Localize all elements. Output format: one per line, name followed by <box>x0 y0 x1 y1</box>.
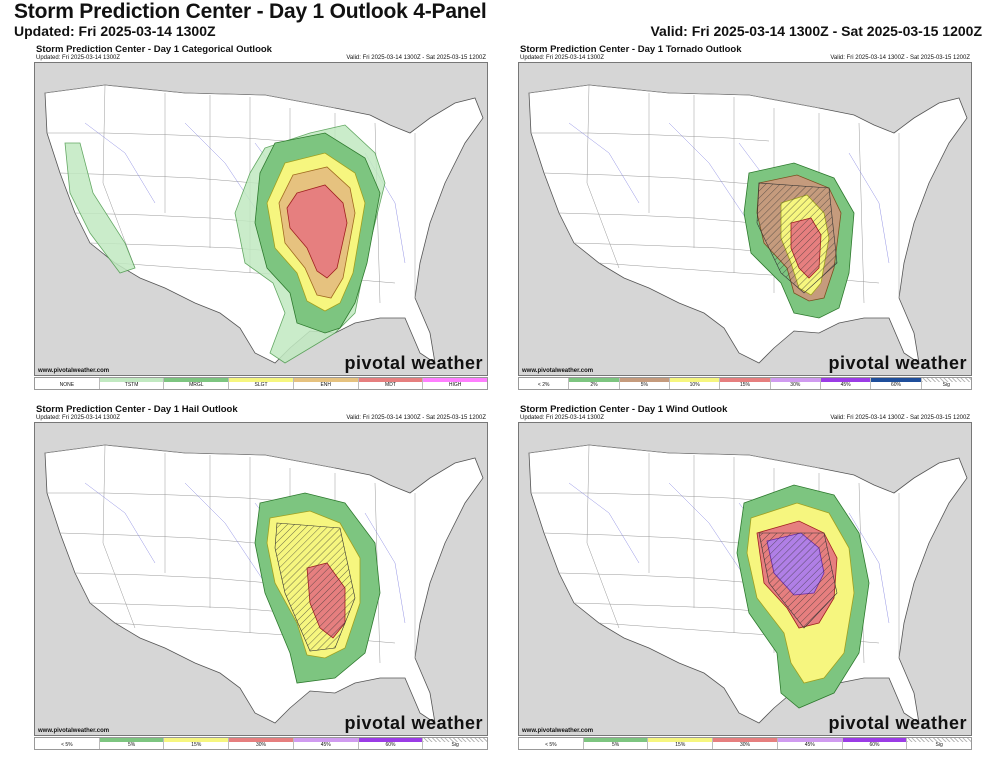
legend: NONE TSTM MRGL SLGT ENH MDT HIGH <box>34 377 488 390</box>
legend-item: 60% <box>871 378 922 389</box>
legend-item: 2% <box>569 378 620 389</box>
legend-item: < 2% <box>519 378 570 389</box>
panel-updated: Updated: Fri 2025-03-14 1300Z <box>520 55 605 61</box>
map-svg <box>519 423 971 735</box>
legend-item: MDT <box>358 378 424 389</box>
legend-item: < 5% <box>519 738 584 749</box>
legend-item: 30% <box>713 738 778 749</box>
legend-item: 5% <box>583 738 649 749</box>
legend-item: ENH <box>293 378 359 389</box>
legend-item: SLGT <box>229 378 294 389</box>
legend-item: HIGH <box>423 378 488 389</box>
legend: < 2% 2% 5% 10% 15% 30% 45% 60% Sig <box>518 377 972 390</box>
legend-item: 10% <box>669 378 721 389</box>
legend-item: Sig <box>423 738 488 749</box>
outlook-map: www.pivotalweather.com pivotal weather <box>34 422 488 736</box>
panel-title: Storm Prediction Center - Day 1 Hail Out… <box>36 404 238 415</box>
risk-overlay <box>64 124 386 364</box>
legend-item: 45% <box>777 738 843 749</box>
page-updated-time: Updated: Fri 2025-03-14 1300Z <box>14 23 216 39</box>
legend-item: 30% <box>770 378 821 389</box>
risk-overlay <box>254 492 381 684</box>
page-title: Storm Prediction Center - Day 1 Outlook … <box>14 0 487 23</box>
panel-valid: Valid: Fri 2025-03-14 1300Z - Sat 2025-0… <box>830 55 970 61</box>
map-svg <box>35 63 487 375</box>
legend-item: Sig <box>907 738 972 749</box>
page-valid-time: Valid: Fri 2025-03-14 1300Z - Sat 2025-0… <box>650 23 982 39</box>
outlook-map: www.pivotalweather.com pivotal weather <box>34 62 488 376</box>
page-header: Storm Prediction Center - Day 1 Outlook … <box>0 0 1000 44</box>
legend-item: 45% <box>820 378 872 389</box>
legend-item: NONE <box>35 378 100 389</box>
brand-logo: pivotal weather <box>828 353 967 373</box>
map-svg <box>519 63 971 375</box>
legend-item: 15% <box>648 738 714 749</box>
legend: < 5% 5% 15% 30% 45% 60% Sig <box>34 737 488 750</box>
legend-item: 5% <box>99 738 165 749</box>
risk-overlay <box>736 484 870 709</box>
brand-logo: pivotal weather <box>344 353 483 373</box>
site-url: www.pivotalweather.com <box>522 368 594 374</box>
panel-valid: Valid: Fri 2025-03-14 1300Z - Sat 2025-0… <box>830 415 970 421</box>
panel-valid: Valid: Fri 2025-03-14 1300Z - Sat 2025-0… <box>346 415 486 421</box>
site-url: www.pivotalweather.com <box>522 728 594 734</box>
brand-logo: pivotal weather <box>344 713 483 733</box>
legend-item: 30% <box>229 738 294 749</box>
panel-updated: Updated: Fri 2025-03-14 1300Z <box>36 55 121 61</box>
legend-item: 15% <box>720 378 771 389</box>
panel-title: Storm Prediction Center - Day 1 Wind Out… <box>520 404 728 415</box>
risk-overlay <box>743 162 855 319</box>
panel-updated: Updated: Fri 2025-03-14 1300Z <box>36 415 121 421</box>
legend-item: 15% <box>164 738 230 749</box>
legend-item: TSTM <box>99 378 165 389</box>
legend-item: 60% <box>358 738 424 749</box>
brand-logo: pivotal weather <box>828 713 967 733</box>
outlook-map: www.pivotalweather.com pivotal weather <box>518 62 972 376</box>
panel-title: Storm Prediction Center - Day 1 Tornado … <box>520 44 742 55</box>
panel-title: Storm Prediction Center - Day 1 Categori… <box>36 44 272 55</box>
panel-hail: Storm Prediction Center - Day 1 Hail Out… <box>34 404 488 750</box>
panel-valid: Valid: Fri 2025-03-14 1300Z - Sat 2025-0… <box>346 55 486 61</box>
panel-updated: Updated: Fri 2025-03-14 1300Z <box>520 415 605 421</box>
legend: < 5% 5% 15% 30% 45% 60% Sig <box>518 737 972 750</box>
legend-item: 5% <box>619 378 670 389</box>
legend-item: 60% <box>842 738 908 749</box>
site-url: www.pivotalweather.com <box>38 728 110 734</box>
outlook-map: www.pivotalweather.com pivotal weather <box>518 422 972 736</box>
legend-item: 45% <box>293 738 359 749</box>
legend-item: Sig <box>921 378 971 389</box>
site-url: www.pivotalweather.com <box>38 368 110 374</box>
panel-categorical: Storm Prediction Center - Day 1 Categori… <box>34 44 488 390</box>
legend-item: < 5% <box>35 738 100 749</box>
legend-item: MRGL <box>164 378 230 389</box>
panel-wind: Storm Prediction Center - Day 1 Wind Out… <box>518 404 972 750</box>
panel-tornado: Storm Prediction Center - Day 1 Tornado … <box>518 44 972 390</box>
map-svg <box>35 423 487 735</box>
